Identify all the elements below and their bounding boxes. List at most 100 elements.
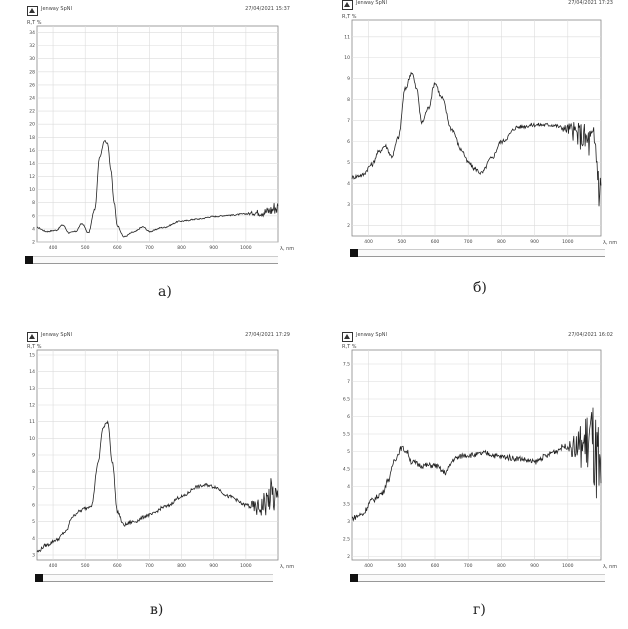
- y-tick-label: 8: [32, 200, 35, 206]
- y-tick-label: 18: [29, 135, 35, 141]
- y-tick-label: 34: [29, 30, 35, 36]
- timestamp: 27/04/2021 17:23: [568, 0, 613, 6]
- horizontal-scrollbar[interactable]: [25, 256, 278, 264]
- x-tick-label: 900: [530, 563, 539, 569]
- panel-caption: б): [473, 280, 487, 296]
- y-tick-label: 10: [29, 187, 35, 193]
- x-tick-label: 700: [145, 245, 154, 251]
- y-axis-label: R,T %: [342, 344, 357, 350]
- x-tick-label: 600: [113, 563, 122, 569]
- y-tick-label: 4: [347, 484, 350, 490]
- y-tick-label: 9: [32, 453, 35, 459]
- x-tick-label: 700: [464, 239, 473, 245]
- app-name: Jenway SpNI: [41, 6, 72, 12]
- y-tick-label: 6.5: [343, 397, 350, 403]
- scroll-thumb[interactable]: [350, 574, 358, 582]
- y-tick-label: 4: [347, 181, 350, 187]
- timestamp: 27/04/2021 17:29: [245, 332, 290, 338]
- y-tick-label: 6: [347, 414, 350, 420]
- x-tick-label: 900: [530, 239, 539, 245]
- spectrum-panel-v: Jenway SpNI 27/04/2021 17:29 400 500 600 70…: [25, 332, 294, 624]
- x-tick-label: 600: [113, 245, 122, 251]
- app-icon: [342, 0, 353, 10]
- y-tick-label: 7: [347, 118, 350, 124]
- panel-caption: а): [158, 284, 172, 300]
- app-icon: [27, 332, 38, 342]
- x-tick-label: 800: [497, 239, 506, 245]
- spectrum-line: [37, 139, 279, 238]
- x-tick-label: 400: [49, 245, 58, 251]
- y-tick-label: 20: [29, 122, 35, 128]
- scroll-thumb[interactable]: [35, 574, 43, 582]
- panel-header: Jenway SpNI 27/04/2021 15:37: [25, 6, 292, 16]
- horizontal-scrollbar[interactable]: [350, 574, 605, 582]
- plot-frame: [36, 25, 279, 243]
- y-tick-label: 2: [347, 554, 350, 560]
- y-tick-label: 2: [32, 240, 35, 246]
- spectrum-line: [36, 420, 279, 553]
- y-tick-label: 28: [29, 69, 35, 75]
- app-icon: [342, 332, 353, 342]
- horizontal-scrollbar[interactable]: [35, 574, 273, 582]
- timestamp: 27/04/2021 16:02: [568, 332, 613, 338]
- y-axis-label: R,T %: [27, 344, 42, 350]
- x-tick-label: 800: [177, 563, 186, 569]
- x-tick-label: 400: [364, 239, 373, 245]
- spectrum-chart: 400 500 600 700 800 900 1000 2 3 4 5 6 7 8 9 10 11 R,T % λ…: [342, 14, 617, 246]
- y-tick-label: 10: [344, 55, 350, 61]
- app-name: Jenway SpNI: [356, 0, 387, 6]
- y-tick-label: 11: [344, 34, 350, 40]
- y-tick-label: 8: [347, 97, 350, 103]
- y-axis-label: R,T %: [342, 14, 357, 20]
- horizontal-scrollbar[interactable]: [350, 249, 605, 257]
- y-tick-label: 2: [347, 223, 350, 229]
- y-tick-label: 10: [29, 436, 35, 442]
- x-tick-label: 500: [398, 239, 407, 245]
- y-tick-label: 12: [29, 403, 35, 409]
- y-tick-label: 15: [29, 353, 35, 359]
- y-tick-label: 7.5: [343, 362, 350, 368]
- x-tick-label: 1000: [240, 563, 252, 569]
- spectrum-panel-b: Jenway SpNI 27/04/2021 17:23 400 500 600 70…: [340, 0, 617, 300]
- x-tick-label: 900: [209, 245, 218, 251]
- x-tick-label: 1000: [562, 239, 574, 245]
- x-axis-label: λ, nm: [280, 246, 294, 252]
- y-tick-label: 3: [32, 553, 35, 559]
- x-tick-label: 1000: [240, 245, 252, 251]
- x-axis-label: λ, nm: [603, 564, 617, 570]
- x-tick-label: 600: [431, 239, 440, 245]
- scroll-thumb[interactable]: [25, 256, 33, 264]
- y-tick-label: 2.5: [343, 537, 350, 543]
- y-tick-label: 24: [29, 96, 35, 102]
- y-tick-label: 22: [29, 109, 35, 115]
- scroll-thumb[interactable]: [350, 249, 358, 257]
- spectrum-line: [351, 407, 602, 522]
- panel-caption: в): [150, 602, 164, 618]
- y-tick-label: 5: [347, 160, 350, 166]
- panel-header: Jenway SpNI 27/04/2021 17:23: [340, 0, 615, 10]
- y-tick-label: 8: [32, 469, 35, 475]
- y-tick-label: 14: [29, 161, 35, 167]
- y-tick-label: 6: [32, 503, 35, 509]
- y-tick-label: 30: [29, 56, 35, 62]
- y-tick-label: 13: [29, 386, 35, 392]
- y-tick-label: 26: [29, 82, 35, 88]
- x-tick-label: 700: [145, 563, 154, 569]
- y-tick-label: 32: [29, 43, 35, 49]
- spectrum-chart: 400 500 600 700 800 900 1000246810121416182022…: [27, 20, 294, 252]
- x-tick-label: 500: [81, 245, 90, 251]
- spectrum-panel-a: Jenway SpNI 27/04/2021 15:37 400 500 600 70…: [25, 6, 294, 306]
- y-tick-label: 5: [347, 449, 350, 455]
- x-tick-label: 400: [49, 563, 58, 569]
- y-tick-label: 4: [32, 226, 35, 232]
- x-tick-label: 800: [177, 245, 186, 251]
- x-tick-label: 800: [497, 563, 506, 569]
- y-tick-label: 3: [347, 202, 350, 208]
- x-tick-label: 900: [209, 563, 218, 569]
- x-axis-label: λ, nm: [280, 564, 294, 570]
- spectrum-chart: 400 500 600 700 800 900 1000 2 2.5 3 3.5 4 4.5 5 5.5 6 6…: [342, 344, 617, 570]
- y-tick-label: 11: [29, 419, 35, 425]
- y-tick-label: 3: [347, 519, 350, 525]
- spectrum-line: [351, 71, 602, 207]
- y-tick-label: 5.5: [343, 432, 350, 438]
